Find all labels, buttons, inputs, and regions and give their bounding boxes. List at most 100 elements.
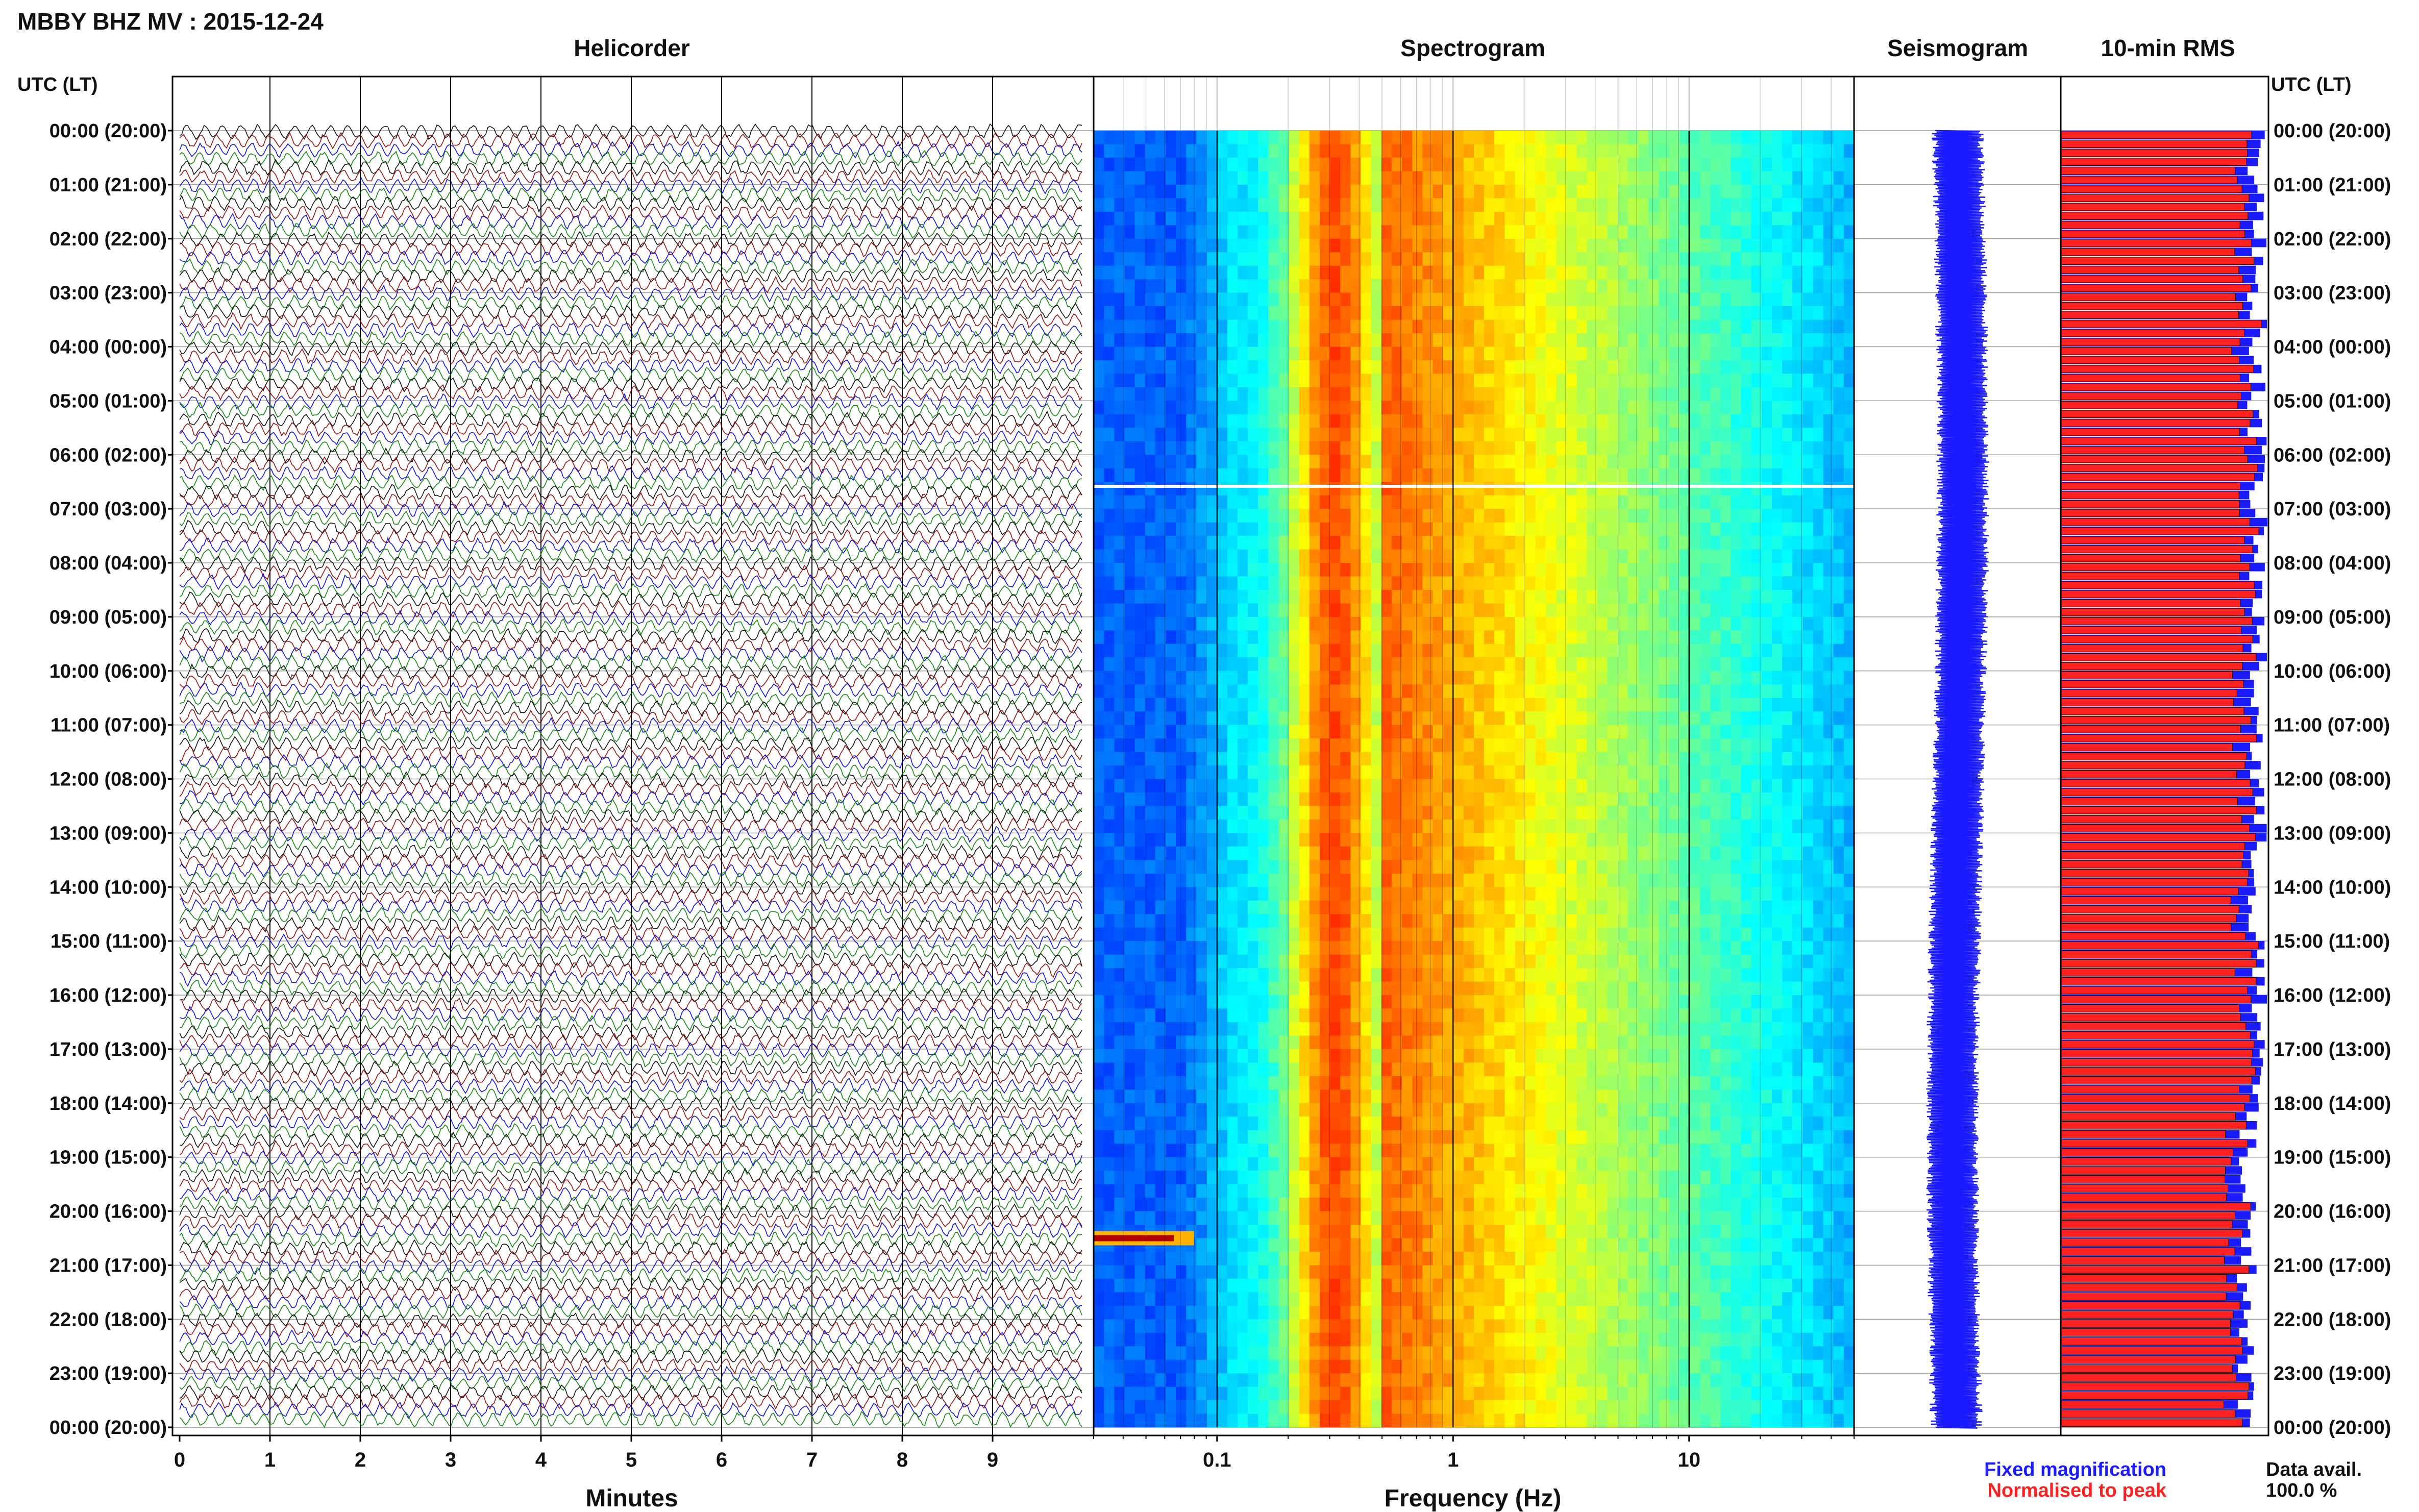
- spectrogram-cell: [1104, 455, 1115, 469]
- spectrogram-cell: [1628, 198, 1639, 212]
- spectrogram-cell: [1576, 198, 1588, 212]
- spectrogram-cell: [1782, 225, 1793, 239]
- helicorder-trace: [179, 438, 1082, 456]
- spectrogram-cell: [1104, 374, 1115, 388]
- spectrogram-cell: [1535, 306, 1546, 320]
- spectrogram-cell: [1792, 157, 1803, 171]
- spectrogram-cell: [1371, 333, 1382, 348]
- spectrogram-cell: [1617, 536, 1628, 550]
- spectrogram-cell: [1700, 522, 1711, 536]
- spectrogram-cell: [1412, 995, 1423, 1009]
- spectrogram-cell: [1484, 995, 1495, 1009]
- spectrogram-cell: [1104, 576, 1115, 590]
- spectrogram-cell: [1186, 292, 1197, 307]
- spectrogram-cell: [1474, 374, 1485, 388]
- spectrogram-cell: [1217, 306, 1228, 320]
- spectrogram-cell: [1320, 563, 1330, 577]
- spectrogram-cell: [1843, 684, 1854, 699]
- spectrogram-cell: [1412, 589, 1423, 604]
- spectrogram-cell: [1679, 157, 1690, 171]
- spectrogram-cell: [1196, 252, 1207, 266]
- spectrogram-cell: [1320, 657, 1330, 672]
- rms-title: 10-min RMS: [2101, 35, 2235, 61]
- spectrogram-cell: [1299, 252, 1310, 266]
- spectrogram-cell: [1289, 536, 1300, 550]
- spectrogram-cell: [1751, 995, 1762, 1009]
- spectrogram-cell: [1268, 441, 1279, 455]
- spectrogram-cell: [1391, 698, 1402, 712]
- helicorder-trace: [179, 159, 1082, 177]
- spectrogram-cell: [1628, 995, 1639, 1009]
- spectrogram-cell: [1124, 819, 1136, 833]
- spectrogram-cell: [1176, 616, 1187, 631]
- spectrogram-cell: [1391, 225, 1402, 239]
- spectrogram-cell: [1402, 414, 1413, 428]
- spectrogram-cell: [1843, 603, 1854, 617]
- spectrogram-cell: [1525, 225, 1536, 239]
- spectrogram-cell: [1309, 563, 1320, 577]
- spectrogram-cell: [1545, 346, 1557, 361]
- spectrogram-cell: [1525, 495, 1536, 509]
- spectrogram-cell: [1320, 806, 1330, 820]
- spectrogram-cell: [1114, 765, 1125, 780]
- spectrogram-cell: [1371, 968, 1382, 982]
- spectrogram-cell: [1679, 576, 1690, 590]
- spectrogram-cell: [1361, 927, 1372, 941]
- spectrogram-cell: [1679, 184, 1690, 199]
- spectrogram-cell: [1248, 536, 1258, 550]
- spectrogram-cell: [1597, 171, 1608, 185]
- spectrogram-cell: [1803, 455, 1813, 469]
- spectrogram-cell: [1268, 860, 1279, 874]
- spectrogram-cell: [1474, 981, 1485, 996]
- spectrogram-cell: [1196, 995, 1207, 1009]
- spectrogram-cell: [1833, 981, 1844, 996]
- spectrogram-cell: [1576, 643, 1588, 658]
- helicorder-trace: [179, 320, 1082, 338]
- spectrogram-cell: [1309, 941, 1320, 955]
- spectrogram-cell: [1648, 563, 1659, 577]
- spectrogram-cell: [1525, 968, 1536, 982]
- spectrogram-cell: [1412, 914, 1423, 928]
- spectrogram-cell: [1402, 900, 1413, 914]
- spectrogram-cell: [1545, 684, 1557, 699]
- spectrogram-cell: [1638, 549, 1649, 563]
- spectrogram-cell: [1607, 806, 1618, 820]
- spectrogram-cell: [1237, 563, 1248, 577]
- spectrogram-cell: [1741, 157, 1752, 171]
- spectrogram-cell: [1371, 819, 1382, 833]
- spectrogram-cell: [1309, 630, 1320, 645]
- spectrogram-cell: [1504, 725, 1516, 739]
- spectrogram-cell: [1689, 738, 1700, 753]
- spectrogram-cell: [1309, 887, 1320, 901]
- spectrogram-cell: [1227, 252, 1238, 266]
- spectrogram-cell: [1155, 576, 1166, 590]
- spectrogram-cell: [1391, 238, 1402, 253]
- spectrogram-cell: [1587, 238, 1598, 253]
- spectrogram-cell: [1381, 752, 1392, 766]
- spectrogram-cell: [1381, 671, 1392, 685]
- spectrogram-cell: [1350, 981, 1362, 996]
- spectrogram-cell: [1134, 171, 1146, 185]
- spectrogram-cell: [1761, 630, 1772, 645]
- spectrogram-cell: [1124, 468, 1136, 482]
- spectrogram-cell: [1474, 954, 1485, 969]
- spectrogram-cell: [1669, 157, 1680, 171]
- spectrogram-cell: [1700, 292, 1711, 307]
- helicorder-trace: [179, 645, 1082, 663]
- spectrogram-cell: [1134, 819, 1146, 833]
- spectrogram-cell: [1453, 833, 1464, 847]
- spectrogram-cell: [1782, 927, 1793, 941]
- spectrogram-cell: [1813, 684, 1824, 699]
- spectrogram-cell: [1813, 333, 1824, 348]
- spectrogram-cell: [1453, 671, 1464, 685]
- spectrogram-cell: [1628, 549, 1639, 563]
- spectrogram-cell: [1484, 563, 1495, 577]
- spectrogram-cell: [1525, 684, 1536, 699]
- spectrogram-cell: [1556, 819, 1567, 833]
- spectrogram-cell: [1412, 643, 1423, 658]
- spectrogram-cell: [1525, 536, 1536, 550]
- spectrogram-cell: [1792, 833, 1803, 847]
- spectrogram-cell: [1104, 819, 1115, 833]
- spectrogram-cell: [1402, 482, 1413, 496]
- spectrogram-cell: [1340, 522, 1351, 536]
